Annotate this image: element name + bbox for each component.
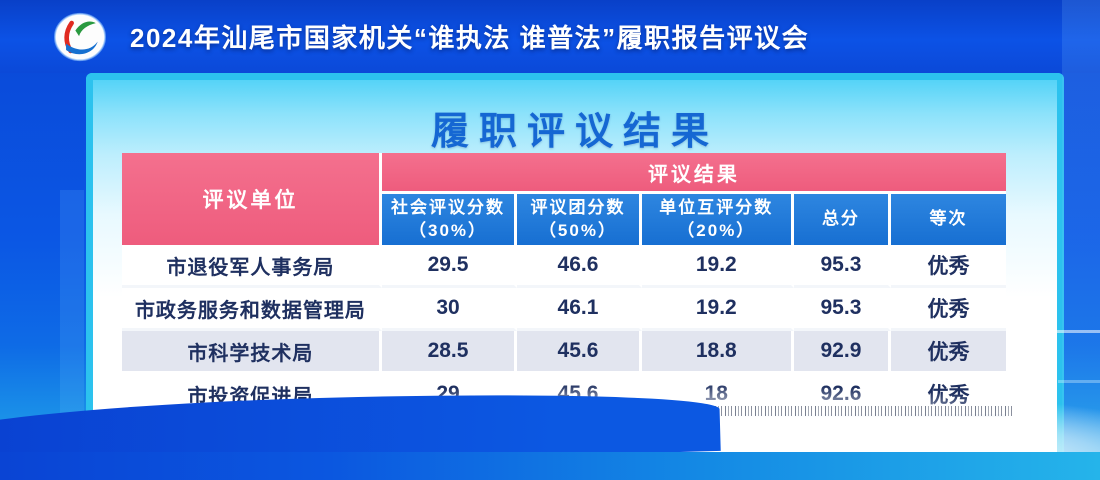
col-header-social-line2: （30%） <box>409 220 488 240</box>
cell-mutual-score: 19.2 <box>641 288 794 331</box>
cell-unit: 市科学技术局 <box>122 331 382 374</box>
top-banner: 2024年汕尾市国家机关“谁执法 谁普法”履职报告评议会 <box>0 0 1100 73</box>
cell-grade: 优秀 <box>891 331 1006 374</box>
col-header-mutual-score: 单位互评分数 （20%） <box>641 194 794 245</box>
cell-total: 92.9 <box>793 331 892 374</box>
cell-grade: 优秀 <box>891 288 1006 331</box>
col-header-results-group: 评议结果 <box>381 153 1006 194</box>
table-subheader-row: 社会评议分数 （30%） 评议团分数 （50%） 单位互评分数 （20%） 总分… <box>122 194 1006 245</box>
cell-panel-score: 45.6 <box>517 331 642 374</box>
slide-title: 履职评议结果 <box>430 111 719 153</box>
cell-mutual-score: 18.8 <box>641 331 794 374</box>
cell-panel-score: 46.6 <box>517 245 642 288</box>
cell-panel-score: 46.1 <box>517 288 642 331</box>
col-header-grade-line1: 等次 <box>929 209 968 229</box>
table-row: 市政务服务和数据管理局 30 46.1 19.2 95.3 优秀 <box>122 288 1006 331</box>
cell-social-score: 28.5 <box>381 331 518 374</box>
table-row: 市科学技术局 28.5 45.6 18.8 92.9 优秀 <box>122 331 1006 374</box>
cell-unit: 市政务服务和数据管理局 <box>122 288 382 331</box>
banner-title: 2024年汕尾市国家机关“谁执法 谁普法”履职报告评议会 <box>130 23 810 53</box>
cell-total: 95.3 <box>793 288 892 331</box>
col-header-panel-line1: 评议团分数 <box>530 198 626 218</box>
col-header-mutual-line2: （20%） <box>677 220 756 240</box>
right-background-band <box>1062 0 1100 480</box>
cell-mutual-score: 19.2 <box>641 245 794 288</box>
col-header-panel-score: 评议团分数 （50%） <box>517 194 642 245</box>
table-header-row: 评议单位 评议结果 <box>122 153 1006 245</box>
results-table-wrap: 评议单位 评议结果 社会评议分数 （30%） 评议团分数 （50%） 单位互评分… <box>122 153 1006 417</box>
right-dash-line <box>1042 330 1100 333</box>
evaluation-results-table: 评议单位 评议结果 社会评议分数 （30%） 评议团分数 （50%） 单位互评分… <box>122 153 1006 417</box>
cell-social-score: 29.5 <box>381 245 518 288</box>
event-logo <box>54 12 106 62</box>
table-row: 市退役军人事务局 29.5 46.6 19.2 95.3 优秀 <box>122 245 1006 288</box>
col-header-grade: 等次 <box>891 194 1006 245</box>
bottom-band <box>0 452 1100 480</box>
cell-social-score: 30 <box>381 288 518 331</box>
col-header-social-score: 社会评议分数 （30%） <box>381 194 518 245</box>
col-header-unit: 评议单位 <box>122 153 382 245</box>
cell-total: 95.3 <box>793 245 892 288</box>
right-dash-line-2 <box>1058 380 1100 383</box>
col-header-panel-line2: （50%） <box>538 220 617 240</box>
cell-grade: 优秀 <box>891 245 1006 288</box>
cell-unit: 市退役军人事务局 <box>122 245 382 288</box>
col-header-total: 总分 <box>793 194 892 245</box>
col-header-social-line1: 社会评议分数 <box>391 198 506 218</box>
col-header-total-line1: 总分 <box>821 209 860 229</box>
left-background-band <box>60 190 84 440</box>
col-header-mutual-line1: 单位互评分数 <box>659 198 774 218</box>
